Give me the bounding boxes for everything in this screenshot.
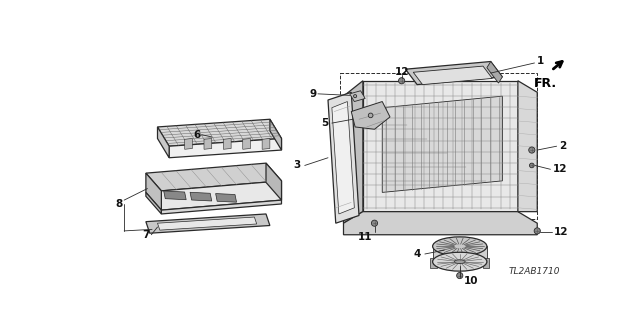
Circle shape <box>529 147 535 153</box>
Polygon shape <box>157 127 169 158</box>
Polygon shape <box>433 246 487 262</box>
Circle shape <box>534 228 540 234</box>
Circle shape <box>399 78 404 84</box>
Polygon shape <box>406 61 502 84</box>
Text: 12: 12 <box>394 67 409 77</box>
Polygon shape <box>413 66 492 84</box>
Text: 5: 5 <box>321 118 328 128</box>
Polygon shape <box>483 258 489 268</box>
Polygon shape <box>223 139 231 149</box>
Polygon shape <box>161 200 282 214</box>
Circle shape <box>457 273 463 279</box>
Circle shape <box>371 220 378 226</box>
Text: 12: 12 <box>554 228 569 237</box>
Text: 8: 8 <box>115 199 123 209</box>
Text: 1: 1 <box>491 57 545 73</box>
Text: 6: 6 <box>193 130 200 140</box>
Polygon shape <box>146 163 282 191</box>
Polygon shape <box>161 181 282 210</box>
Polygon shape <box>204 139 212 149</box>
Text: 12: 12 <box>553 164 567 174</box>
Polygon shape <box>157 217 257 230</box>
Circle shape <box>368 113 373 118</box>
Polygon shape <box>146 214 270 233</box>
Circle shape <box>529 163 534 168</box>
Polygon shape <box>349 91 365 101</box>
Polygon shape <box>190 192 212 201</box>
Polygon shape <box>266 163 282 200</box>
Circle shape <box>353 95 356 98</box>
Polygon shape <box>332 101 355 214</box>
Polygon shape <box>262 139 270 149</box>
Polygon shape <box>382 96 502 192</box>
Ellipse shape <box>433 252 487 271</box>
Polygon shape <box>351 101 390 129</box>
Polygon shape <box>363 81 518 212</box>
Ellipse shape <box>433 237 487 256</box>
Polygon shape <box>146 192 161 214</box>
Polygon shape <box>270 119 282 150</box>
Polygon shape <box>344 212 537 235</box>
Text: 2: 2 <box>559 141 566 151</box>
Polygon shape <box>487 61 502 83</box>
Polygon shape <box>164 191 186 200</box>
Text: FR.: FR. <box>533 77 557 90</box>
Text: 3: 3 <box>294 160 301 171</box>
Text: 7: 7 <box>142 230 150 240</box>
Polygon shape <box>344 81 363 223</box>
Polygon shape <box>243 139 250 149</box>
Text: 11: 11 <box>358 232 372 242</box>
Polygon shape <box>518 81 537 212</box>
Text: 9: 9 <box>309 89 316 99</box>
Polygon shape <box>184 139 193 149</box>
Ellipse shape <box>454 260 465 264</box>
Polygon shape <box>216 194 237 202</box>
Text: 4: 4 <box>413 249 421 259</box>
Polygon shape <box>430 258 436 268</box>
Text: 10: 10 <box>463 276 478 286</box>
Polygon shape <box>328 92 359 223</box>
Polygon shape <box>157 119 282 146</box>
Polygon shape <box>169 139 282 158</box>
Text: TL2AB1710: TL2AB1710 <box>509 267 561 276</box>
Polygon shape <box>146 173 161 210</box>
